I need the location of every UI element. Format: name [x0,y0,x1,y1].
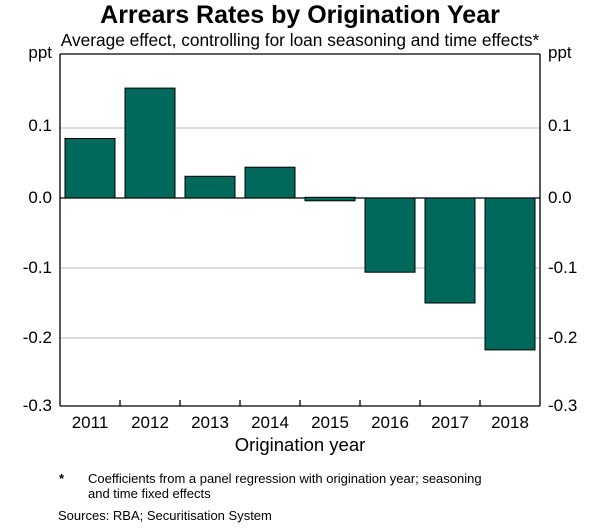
svg-text:-0.3: -0.3 [23,396,52,415]
svg-text:2017: 2017 [431,413,469,432]
svg-text:0.0: 0.0 [28,188,52,207]
svg-text:0.0: 0.0 [548,188,572,207]
svg-text:2016: 2016 [371,413,409,432]
svg-text:2014: 2014 [251,413,289,432]
svg-text:2015: 2015 [311,413,349,432]
svg-text:-0.2: -0.2 [23,328,52,347]
svg-text:ppt: ppt [548,43,572,62]
svg-text:-0.1: -0.1 [548,258,577,277]
svg-text:2011: 2011 [72,413,109,432]
svg-text:-0.2: -0.2 [548,328,577,347]
svg-text:ppt: ppt [28,43,52,62]
svg-text:-0.3: -0.3 [548,396,577,415]
svg-text:0.1: 0.1 [28,116,52,135]
svg-text:2018: 2018 [491,413,529,432]
svg-text:2013: 2013 [191,413,229,432]
svg-text:2012: 2012 [131,413,169,432]
svg-text:-0.1: -0.1 [23,258,52,277]
svg-text:0.1: 0.1 [548,116,572,135]
